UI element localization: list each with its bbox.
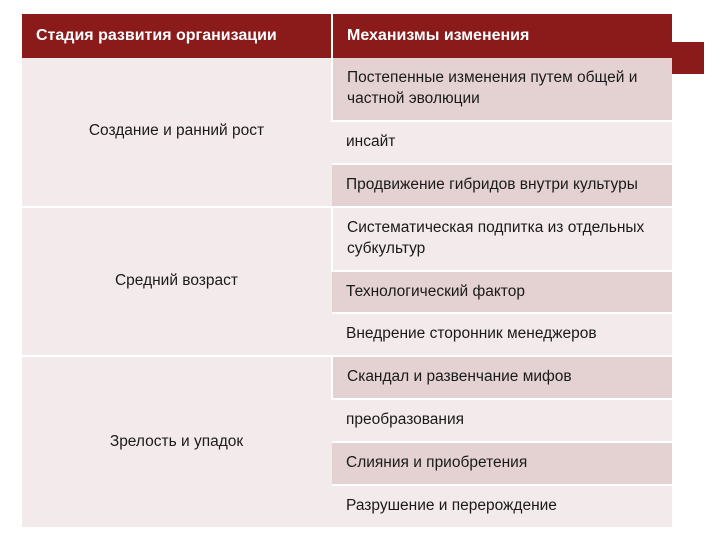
mechanism-cell: инсайт — [332, 121, 672, 164]
stage-cell: Создание и ранний рост — [22, 58, 332, 207]
mechanism-cell: Постепенные изменения путем общей и част… — [332, 58, 672, 121]
mechanism-cell: Технологический фактор — [332, 271, 672, 314]
mechanism-cell: Слияния и приобретения — [332, 442, 672, 485]
col-header-stage: Стадия развития организации — [22, 14, 332, 58]
stage-cell: Зрелость и упадок — [22, 356, 332, 527]
mechanism-cell: Продвижение гибридов внутри культуры — [332, 164, 672, 207]
stages-table: Стадия развития организации Механизмы из… — [22, 14, 672, 527]
col-header-mechanism: Механизмы изменения — [332, 14, 672, 58]
stage-cell: Средний возраст — [22, 207, 332, 357]
decorative-accent-bar — [670, 42, 704, 74]
mechanism-cell: преобразования — [332, 399, 672, 442]
mechanism-cell: Систематическая подпитка из отдельных су… — [332, 207, 672, 271]
mechanism-cell: Скандал и развенчание мифов — [332, 356, 672, 399]
mechanism-cell: Внедрение сторонник менеджеров — [332, 313, 672, 356]
mechanism-cell: Разрушение и перерождение — [332, 485, 672, 527]
